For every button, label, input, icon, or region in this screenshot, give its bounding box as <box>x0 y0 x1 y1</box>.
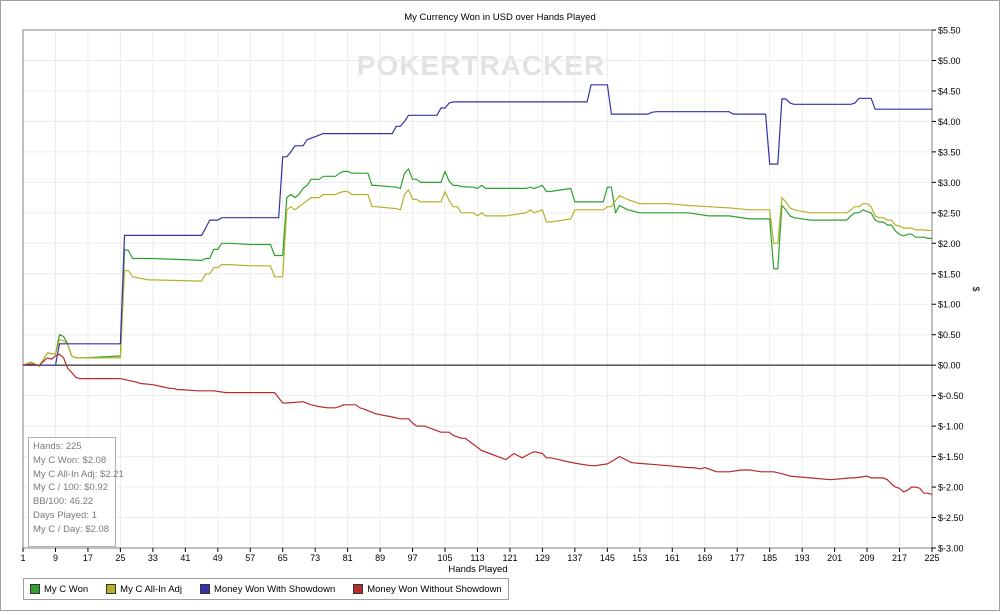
y-tick-label: $-2.00 <box>938 483 964 493</box>
y-tick-label: $-2.50 <box>938 513 964 523</box>
x-axis: 1 9 17 25 33 41 49 57 65 73 81 89 97 105 113 121 129 137 1… <box>20 548 940 563</box>
y-tick-label: $5.50 <box>938 26 961 36</box>
y-tick-label: $2.00 <box>938 239 961 249</box>
x-tick-label: 153 <box>632 553 647 563</box>
stat-days-played: Days Played: 1 <box>33 509 97 521</box>
y-tick-label: $-3.00 <box>938 544 964 554</box>
legend-item[interactable]: My C Won <box>30 584 88 595</box>
grid <box>22 29 933 549</box>
x-tick-label: 41 <box>180 553 190 563</box>
stat-bb-100: BB/100: 46.22 <box>33 496 94 508</box>
stat-per-day: My C / Day: $2.08 <box>33 523 110 535</box>
y-tick-label: $3.50 <box>938 147 961 157</box>
series-layer <box>22 84 933 495</box>
legend-label: My C All-In Adj <box>120 583 182 595</box>
legend-swatch <box>353 584 364 594</box>
x-tick-label: 113 <box>470 553 484 563</box>
x-tick-label: 161 <box>665 553 680 563</box>
stat-hands: Hands: 225 <box>33 441 82 452</box>
y-tick-label: $-1.50 <box>938 452 964 462</box>
x-tick-label: 105 <box>438 553 453 563</box>
x-tick-label: 89 <box>375 553 385 563</box>
x-tick-label: 217 <box>892 553 907 563</box>
legend-label: Money Won Without Showdown <box>367 583 502 595</box>
x-tick-label: 49 <box>213 553 223 563</box>
y-axis: $5.50 $5.00 $4.50 $4.00 $3.50 $3.00 $2.50 $2.00… <box>932 26 964 554</box>
y-tick-label: $0.00 <box>938 361 961 371</box>
legend-swatch <box>106 584 117 594</box>
x-tick-label: 201 <box>827 553 842 563</box>
series-line <box>22 189 932 367</box>
x-tick-label: 137 <box>567 553 582 563</box>
x-tick-label: 1 <box>20 553 25 563</box>
legend-swatch <box>199 584 210 594</box>
legend-item[interactable]: My C All-In Adj <box>106 584 182 595</box>
stat-all-in-adj: My C All-In Adj: $2.21 <box>33 468 124 480</box>
y-tick-label: $-1.00 <box>938 422 964 432</box>
x-tick-label: 33 <box>148 553 158 563</box>
x-tick-label: 225 <box>924 553 939 563</box>
y-axis-label: $ <box>971 286 981 291</box>
x-tick-label: 193 <box>795 553 810 563</box>
y-tick-label: $0.50 <box>938 330 961 340</box>
series-line <box>22 353 933 495</box>
x-tick-label: 57 <box>245 553 255 563</box>
y-tick-label: $1.00 <box>938 300 961 310</box>
y-tick-label: $5.00 <box>938 56 961 66</box>
x-tick-label: 73 <box>310 553 320 563</box>
y-tick-label: $-0.50 <box>938 391 964 401</box>
legend: My C Won My C All-In Adj Money Won With … <box>23 578 509 600</box>
x-tick-label: 81 <box>343 553 353 563</box>
stat-won: My C Won: $2.08 <box>33 454 107 466</box>
x-tick-label: 121 <box>502 553 517 563</box>
chart-title: My Currency Won in USD over Hands Played <box>404 12 595 23</box>
stats-box: Hands: 225 My C Won: $2.08 My C All-In A… <box>28 437 124 547</box>
series-line <box>23 84 932 366</box>
legend-item[interactable]: Money Won Without Showdown <box>353 583 502 595</box>
x-tick-label: 129 <box>535 553 550 563</box>
watermark: POKERTRACKER <box>357 50 605 81</box>
legend-swatch <box>30 584 40 594</box>
y-tick-label: $1.50 <box>938 269 961 279</box>
y-tick-label: $4.00 <box>938 117 961 127</box>
y-tick-label: $2.50 <box>938 208 961 218</box>
x-tick-label: 65 <box>278 553 288 563</box>
x-tick-label: 185 <box>762 553 777 563</box>
y-tick-label: $4.50 <box>938 86 961 96</box>
x-tick-label: 177 <box>730 553 745 563</box>
x-tick-label: 9 <box>53 553 58 563</box>
x-tick-label: 169 <box>697 553 712 563</box>
y-tick-label: $3.00 <box>938 178 961 188</box>
x-tick-label: 145 <box>600 553 615 563</box>
x-tick-label: 25 <box>115 553 125 563</box>
legend-label: Money Won With Showdown <box>213 583 336 595</box>
x-tick-label: 97 <box>408 553 418 563</box>
legend-label: My C Won <box>44 583 89 595</box>
x-tick-label: 17 <box>83 553 93 563</box>
x-axis-label: Hands Played <box>448 564 507 575</box>
series-line <box>22 168 932 367</box>
stat-per-100: My C / 100: $0.92 <box>33 482 108 494</box>
legend-item[interactable]: Money Won With Showdown <box>199 583 336 595</box>
x-tick-label: 209 <box>860 553 875 563</box>
